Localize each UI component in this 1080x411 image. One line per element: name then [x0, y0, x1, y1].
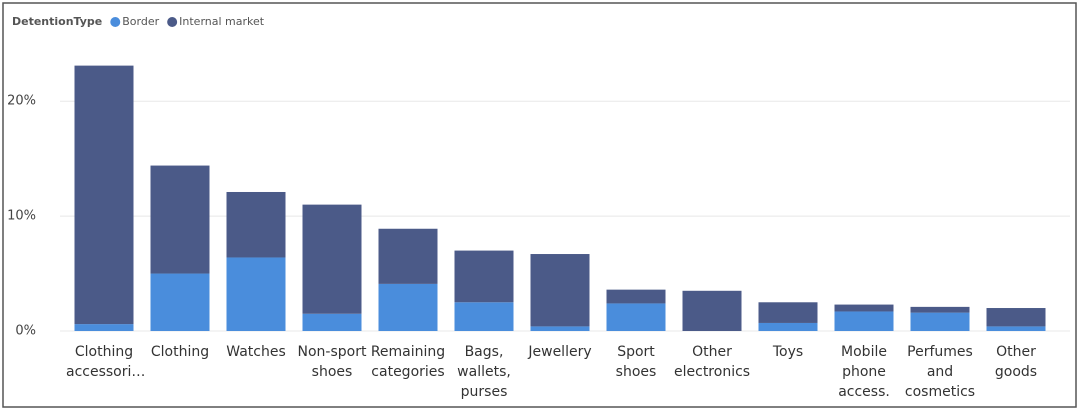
bar-segment [682, 290, 742, 331]
y-tick-label: 0% [15, 324, 36, 339]
bar-segment [530, 326, 590, 331]
x-tick-label: Mobile phone access. [838, 344, 890, 400]
legend-marker [110, 17, 121, 27]
x-tick-label: Clothing [150, 344, 210, 360]
x-tick-label: Perfumes and cosmetics [904, 344, 976, 400]
bar-segment [74, 324, 134, 331]
x-tick-label: Clothing accessori… [66, 344, 146, 380]
bar-segment [378, 228, 438, 284]
x-tick-label: Jewellery [528, 344, 592, 360]
bar-segment [302, 204, 362, 314]
x-tick-label: Sport shoes [615, 344, 657, 380]
x-tick-label: Non-sport shoes [297, 344, 367, 380]
x-tick-label: Other goods [994, 344, 1038, 380]
bar-segment [226, 257, 286, 331]
bar-segment [150, 165, 210, 274]
legend-label: Border [122, 15, 159, 28]
bar-segment [834, 311, 894, 331]
bar-segment [454, 250, 514, 303]
bar-segment [986, 326, 1046, 331]
x-tick-label: Remaining categories [370, 344, 446, 380]
legend-marker [167, 17, 178, 27]
x-tick-label: Other electronics [674, 344, 751, 380]
x-tick-label: Watches [226, 344, 286, 360]
bar-segment [302, 313, 362, 331]
bar-segment [758, 322, 818, 331]
bar-segment [74, 65, 134, 325]
bar-segment [834, 304, 894, 312]
bar-segment [226, 191, 286, 258]
bar-segment [150, 273, 210, 331]
y-tick-label: 10% [7, 209, 36, 224]
legend-title: DetentionType [12, 15, 102, 28]
bar-segment [606, 303, 666, 331]
x-tick-label: Bags, wallets, purses [457, 344, 511, 400]
legend-label: Internal market [179, 15, 265, 28]
bar-segment [986, 308, 1046, 327]
bar-segment [758, 302, 818, 323]
bar-segment [454, 302, 514, 331]
bar-segment [606, 289, 666, 304]
x-tick-label: Toys [772, 344, 804, 360]
bar-segment [530, 254, 590, 327]
bar-segment [378, 283, 438, 331]
bar-segment [910, 306, 970, 313]
bar-segment [910, 312, 970, 331]
y-tick-label: 20% [7, 94, 36, 109]
